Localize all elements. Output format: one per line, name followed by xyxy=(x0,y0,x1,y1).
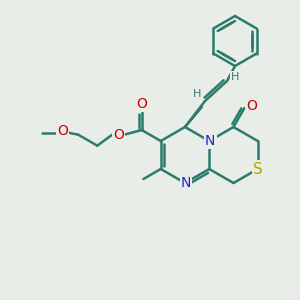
Text: H: H xyxy=(231,72,239,82)
Text: O: O xyxy=(136,97,147,111)
Text: O: O xyxy=(246,99,257,113)
Text: H: H xyxy=(193,89,201,99)
Text: O: O xyxy=(57,124,68,138)
Text: O: O xyxy=(113,128,124,142)
Text: N: N xyxy=(205,134,215,148)
Text: N: N xyxy=(181,176,191,190)
Text: S: S xyxy=(253,161,262,176)
